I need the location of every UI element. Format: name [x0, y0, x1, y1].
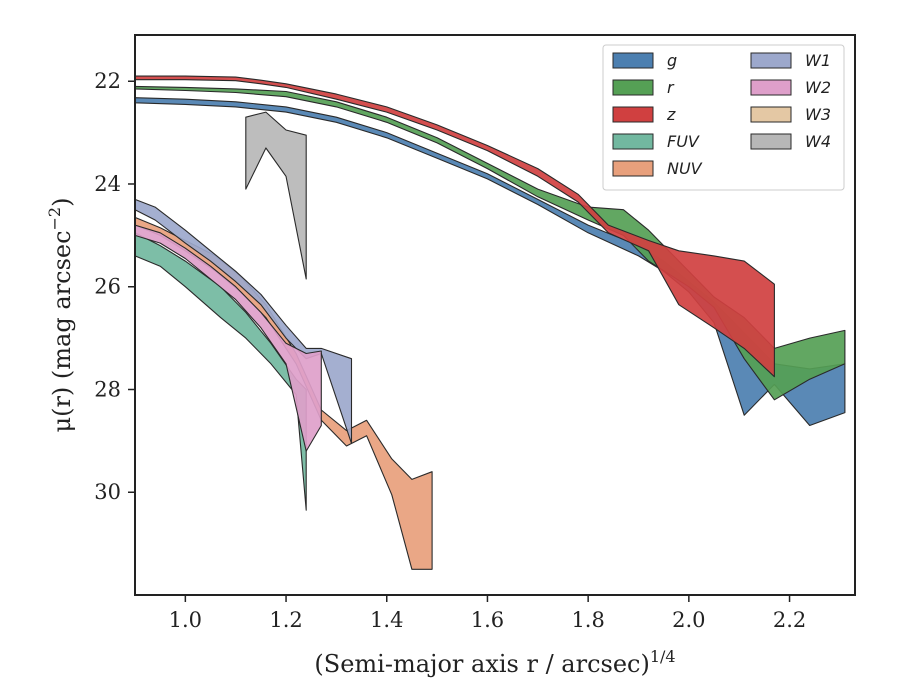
- legend-label-w3: W3: [805, 105, 831, 124]
- legend-label-g: g: [667, 51, 677, 70]
- y-tick-label: 24: [94, 172, 121, 196]
- y-axis-label: μ(r) (mag arcsec−2): [45, 198, 76, 433]
- legend-swatch-z: [612, 106, 654, 123]
- legend-label-z: z: [666, 105, 676, 124]
- y-tick-label: 28: [94, 377, 121, 401]
- x-tick-label: 2.2: [773, 608, 806, 632]
- legend-label-r: r: [667, 78, 675, 97]
- series-layer: [134, 75, 846, 570]
- legend-swatch-fuv: [612, 133, 654, 150]
- legend: grz FUV NUV W1 W2 W3 W4: [602, 44, 845, 191]
- legend-label-w1: W1: [805, 51, 831, 70]
- x-axis-ticks: 1.0 1.2 1.4 1.6 1.8 2.0 2.2: [169, 595, 806, 632]
- legend-swatch-w4: [750, 133, 792, 150]
- plot-frame: [134, 34, 856, 596]
- series-band-w4: [245, 111, 307, 280]
- legend-label-w4: W4: [805, 132, 831, 151]
- legend-swatch-w1: [750, 52, 792, 69]
- y-axis-ticks: 22 24 26 28 30: [94, 69, 135, 504]
- series-band-z: [134, 75, 775, 378]
- x-axis-label-exponent: 1/4: [650, 647, 676, 666]
- y-tick-label: 30: [94, 480, 121, 504]
- legend-items: grz FUV NUV W1 W2 W3 W4: [612, 51, 831, 178]
- x-tick-label: 1.4: [370, 608, 403, 632]
- x-axis-label: (Semi-major axis r / arcsec)1/4: [314, 647, 675, 678]
- y-tick-label: 26: [94, 275, 121, 299]
- legend-label-fuv: FUV: [667, 132, 700, 151]
- series-band-g: [134, 97, 846, 427]
- legend-swatch-g: [612, 52, 654, 69]
- x-tick-label: 1.0: [169, 608, 202, 632]
- legend-swatch-w3: [750, 106, 792, 123]
- y-axis-label-end: ): [48, 198, 76, 207]
- x-tick-label: 1.6: [471, 608, 504, 632]
- x-tick-label: 1.8: [571, 608, 604, 632]
- legend-swatch-w2: [750, 79, 792, 96]
- series-band-w1: [134, 198, 353, 444]
- x-tick-label: 1.2: [269, 608, 302, 632]
- legend-swatch-r: [612, 79, 654, 96]
- legend-label-w2: W2: [805, 78, 831, 97]
- legend-label-nuv: NUV: [667, 159, 703, 178]
- series-band-w2: [134, 224, 322, 452]
- y-axis-label-exponent: −2: [45, 207, 64, 231]
- x-tick-label: 2.0: [672, 608, 705, 632]
- y-tick-label: 22: [94, 69, 121, 93]
- legend-swatch-nuv: [612, 160, 654, 177]
